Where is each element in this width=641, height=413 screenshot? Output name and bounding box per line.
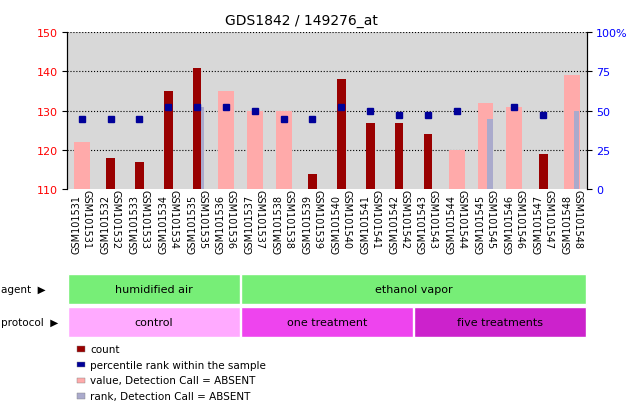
Bar (241, 274, 586, 304)
Text: GSM101545: GSM101545 (476, 194, 486, 253)
Bar (478, 104, 494, 190)
Text: GSM101536: GSM101536 (216, 194, 226, 253)
Bar (506, 107, 522, 190)
Text: GSM101533: GSM101533 (129, 194, 140, 253)
Text: agent  ▶: agent ▶ (1, 284, 46, 294)
Bar (395, 123, 403, 190)
Text: GSM101531: GSM101531 (82, 190, 92, 249)
Text: GSM101546: GSM101546 (514, 190, 524, 249)
Bar (247, 112, 263, 190)
Text: humidified air: humidified air (115, 284, 193, 294)
Text: GSM101546: GSM101546 (504, 194, 514, 253)
Bar (449, 151, 465, 190)
Text: GSM101541: GSM101541 (360, 194, 370, 253)
Text: GSM101534: GSM101534 (168, 190, 178, 249)
Bar (68, 274, 240, 304)
Text: GSM101544: GSM101544 (456, 190, 467, 249)
Text: GSM101543: GSM101543 (418, 194, 428, 253)
Text: GSM101533: GSM101533 (140, 190, 149, 249)
Text: GSM101535: GSM101535 (187, 194, 197, 253)
Bar (106, 159, 115, 190)
Text: GSM101536: GSM101536 (226, 190, 236, 249)
Text: value, Detection Call = ABSENT: value, Detection Call = ABSENT (90, 375, 256, 385)
Bar (308, 174, 317, 190)
Text: GSM101538: GSM101538 (274, 194, 283, 253)
Text: GSM101542: GSM101542 (389, 194, 399, 253)
Bar (487, 119, 493, 190)
Text: GSM101540: GSM101540 (341, 190, 351, 249)
Text: GSM101539: GSM101539 (312, 190, 322, 249)
Bar (241, 307, 413, 337)
Bar (276, 112, 292, 190)
Text: count: count (90, 344, 120, 354)
Text: GSM101537: GSM101537 (245, 194, 254, 253)
Text: GSM101531: GSM101531 (72, 194, 82, 253)
Text: GSM101548: GSM101548 (562, 194, 572, 253)
Text: ethanol vapor: ethanol vapor (374, 284, 453, 294)
Bar (218, 92, 234, 190)
Bar (539, 154, 547, 190)
Text: five treatments: five treatments (457, 317, 543, 327)
Bar (366, 123, 374, 190)
Bar (135, 162, 144, 190)
Text: GSM101544: GSM101544 (447, 194, 456, 253)
Bar (74, 143, 90, 190)
Text: GSM101537: GSM101537 (254, 190, 265, 249)
Text: GSM101540: GSM101540 (331, 194, 341, 253)
Text: GSM101538: GSM101538 (283, 190, 294, 249)
Text: GSM101541: GSM101541 (370, 190, 380, 249)
Bar (164, 92, 172, 190)
Text: GDS1842 / 149276_at: GDS1842 / 149276_at (225, 14, 378, 28)
Text: percentile rank within the sample: percentile rank within the sample (90, 360, 266, 370)
Text: GSM101532: GSM101532 (110, 190, 121, 249)
Text: GSM101547: GSM101547 (533, 194, 543, 253)
Text: GSM101547: GSM101547 (543, 190, 553, 249)
Text: GSM101532: GSM101532 (101, 194, 110, 253)
Text: protocol  ▶: protocol ▶ (1, 317, 58, 327)
Bar (414, 307, 586, 337)
Text: one treatment: one treatment (287, 317, 367, 327)
Text: GSM101542: GSM101542 (399, 190, 409, 249)
Bar (574, 112, 579, 190)
Text: GSM101539: GSM101539 (303, 194, 312, 253)
Bar (424, 135, 432, 190)
Bar (193, 68, 201, 190)
Text: GSM101535: GSM101535 (197, 190, 207, 249)
Bar (68, 307, 240, 337)
Text: GSM101543: GSM101543 (428, 190, 438, 249)
Text: GSM101548: GSM101548 (572, 190, 582, 249)
Text: GSM101545: GSM101545 (486, 190, 495, 249)
Text: GSM101534: GSM101534 (158, 194, 168, 253)
Text: rank, Detection Call = ABSENT: rank, Detection Call = ABSENT (90, 391, 251, 401)
Text: control: control (135, 317, 173, 327)
Bar (337, 80, 345, 190)
Bar (199, 107, 204, 190)
Bar (564, 76, 580, 190)
